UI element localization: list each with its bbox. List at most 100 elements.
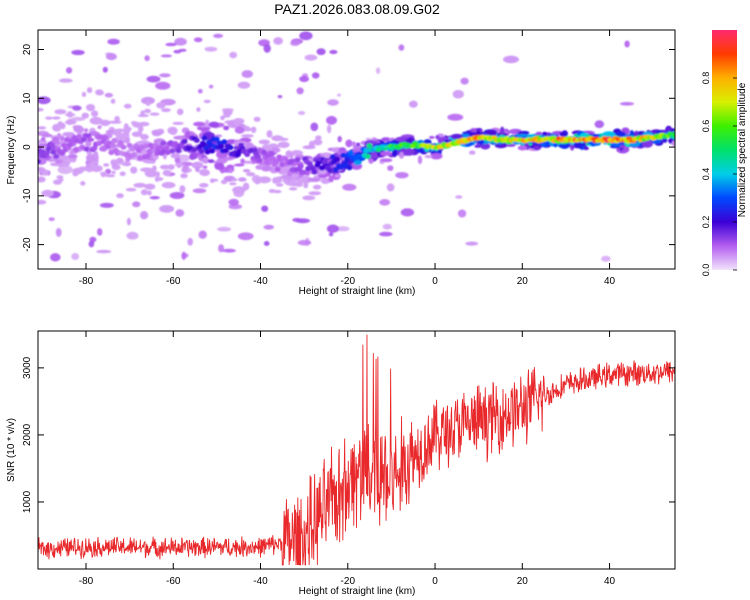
spectrogram-x-ticks: -80 -60 -40 -20 0 20 40	[79, 30, 616, 287]
spectrogram-ridge-cell	[332, 167, 339, 173]
spectrogram-ridge-cell	[79, 144, 86, 150]
spectrogram-energy-blob	[97, 125, 102, 130]
spectrogram-noise-blob	[263, 224, 275, 230]
spectrogram-energy-blob	[370, 151, 378, 159]
spectrogram-noise-blob	[72, 105, 82, 111]
y-tick-label: 0	[22, 144, 33, 150]
colorbar-tick-label: 0.0	[701, 264, 711, 277]
spectrogram-energy-blob	[64, 120, 77, 125]
spectrogram-xlabel: Height of straight line (km)	[299, 286, 416, 297]
x-tick-label: -80	[79, 276, 94, 287]
spectrogram-energy-blob	[312, 139, 323, 146]
spectrogram-ridge-cell	[91, 145, 98, 151]
colorbar-tick-label: 0.6	[701, 120, 711, 133]
spectrogram-ridge-cell	[169, 148, 176, 154]
colorbar-tick-label: 0.8	[701, 72, 711, 85]
spectrogram-noise-blob	[177, 154, 191, 162]
figure-title: PAZ1.2026.083.08.09.G02	[274, 1, 440, 17]
spectrogram-ridge-cell	[146, 148, 153, 154]
spectrogram-energy-blob	[140, 167, 154, 173]
spectrogram-ridge-cell	[44, 150, 51, 156]
spectrogram-ridge-cell	[126, 142, 133, 148]
spectrogram-energy-blob	[144, 108, 151, 114]
spectrogram-energy-blob	[84, 128, 89, 133]
spectrogram-energy-blob	[205, 119, 210, 128]
snr-y-ticks: 1000 2000 3000	[22, 356, 675, 513]
snr-series-line	[38, 334, 675, 566]
colorbar: 0.0 0.2 0.4 0.6 0.8 Normalized spectral ampl…	[701, 30, 748, 276]
spectrogram-ridge-cell	[204, 149, 211, 155]
spectrogram-energy-blob	[195, 166, 200, 173]
spectrogram-noise-blob	[55, 227, 62, 237]
y-tick-label: 1000	[22, 490, 33, 513]
spectrogram-noise-blob	[400, 208, 415, 217]
spectrogram-ridge-cell	[172, 141, 179, 147]
spectrogram-frame	[37, 29, 676, 270]
spectrogram-noise-blob	[296, 87, 304, 95]
spectrogram-noise-blob	[465, 241, 479, 246]
spectrogram-noise-blob	[310, 122, 319, 132]
spectrogram-noise-blob	[88, 240, 95, 248]
spectrogram-energy-blob	[159, 164, 170, 170]
spectrogram-energy-blob	[38, 126, 47, 130]
spectrogram-noise-blob	[299, 31, 313, 41]
spectrogram-noise-blob	[329, 49, 338, 55]
spectrogram-energy-blob	[303, 182, 309, 189]
spectrogram-ridge-cell	[319, 165, 325, 171]
spectrogram-energy-blob	[221, 108, 234, 113]
spectrogram-ridge-cell	[73, 146, 80, 152]
spectrogram-energy-blob	[86, 151, 92, 156]
spectrogram-energy-blob	[172, 121, 184, 125]
spectrogram-ridge-cell	[144, 153, 151, 159]
spectrogram-ridge-cell	[251, 147, 258, 153]
spectrogram-noise-blob	[417, 155, 423, 165]
spectrogram-energy-blob	[187, 168, 192, 172]
spectrogram-energy-blob	[123, 103, 132, 109]
spectrogram-noise-blob	[70, 116, 86, 122]
spectrogram-energy-blob	[133, 182, 147, 188]
spectrogram-noise-blob	[213, 33, 224, 39]
spectrogram-noise-blob	[159, 73, 171, 78]
spectrogram-energy-blob	[475, 128, 483, 131]
snr-xlabel: Height of straight line (km)	[299, 586, 416, 597]
spectrogram-energy-blob	[277, 141, 290, 148]
spectrogram-ridge-cell	[227, 144, 234, 151]
spectrogram-ridge-cell	[322, 158, 329, 164]
spectrogram-noise-blob	[155, 81, 171, 90]
x-tick-label: 0	[432, 576, 438, 587]
spectrogram-energy-blob	[95, 89, 104, 95]
spectrogram-energy-blob	[243, 127, 252, 132]
spectrogram-energy-blob	[131, 131, 143, 137]
spectrogram-energy-blob	[540, 143, 546, 147]
y-tick-label: 20	[22, 44, 33, 56]
spectrogram-ridge-cell	[154, 150, 161, 156]
spectrogram-ridge-cell	[201, 135, 208, 141]
spectrogram-energy-blob	[312, 184, 322, 190]
spectrogram-y-ticks: -20 -10 0 10 20	[22, 44, 675, 252]
spectrogram-noise-blob	[97, 228, 103, 236]
spectrogram-noise-blob	[263, 241, 270, 246]
spectrogram-ridge-cell	[207, 142, 214, 148]
spectrogram-noise-blob	[146, 75, 161, 83]
spectrogram-energy-blob	[180, 173, 188, 179]
spectrogram-energy-blob	[288, 187, 298, 191]
spectrogram-energy-blob	[505, 143, 516, 147]
spectrogram-energy-blob	[226, 164, 235, 170]
spectrogram-ridge-cell	[123, 151, 130, 157]
spectrogram-energy-blob	[81, 112, 90, 119]
spectrogram-ylabel: Frequency (Hz)	[6, 116, 17, 185]
spectrogram-noise-blob	[178, 48, 187, 52]
spectrogram-ridge-cell	[261, 149, 267, 155]
x-tick-label: -80	[79, 576, 94, 587]
spectrogram-energy-blob	[233, 163, 245, 167]
spectrogram-energy-blob	[85, 104, 96, 112]
spectrogram-noise-blob	[337, 93, 341, 97]
spectrogram-noise-blob	[197, 88, 203, 94]
spectrogram-noise-blob	[298, 111, 306, 115]
spectrogram-energy-blob	[223, 125, 230, 131]
spectrogram-ridge-cell	[222, 148, 229, 154]
spectrogram-ridge-cell	[190, 147, 197, 153]
spectrogram-noise-blob	[387, 165, 394, 171]
spectrogram-energy-blob	[38, 199, 47, 205]
